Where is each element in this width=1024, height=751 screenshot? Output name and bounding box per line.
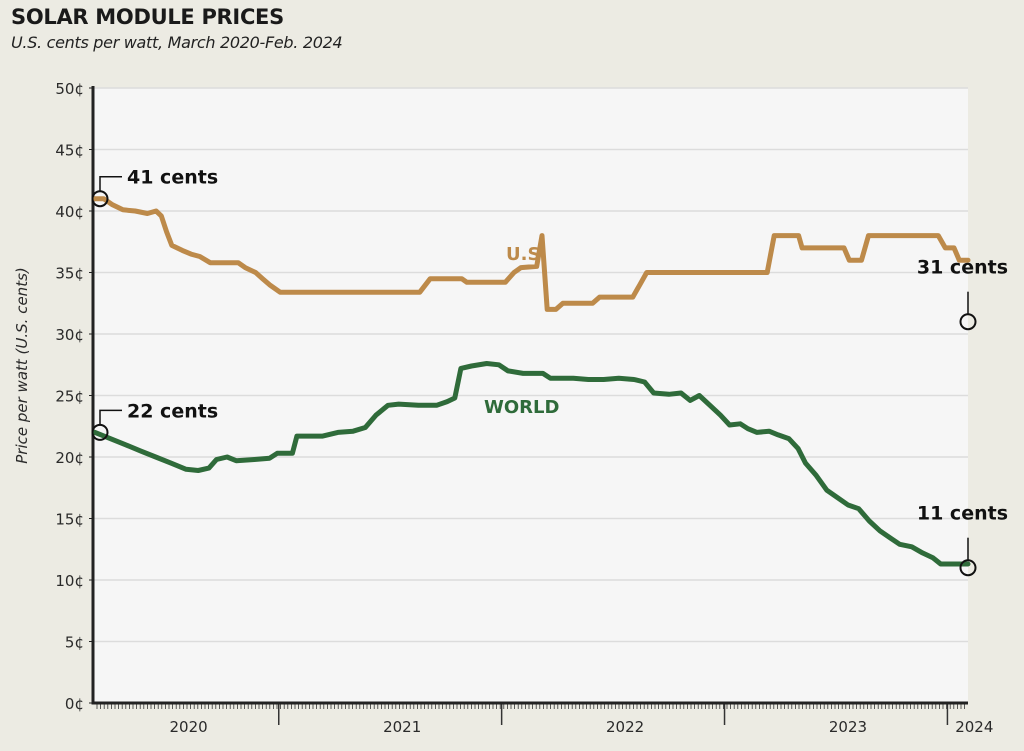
annotation-marker (959, 559, 977, 577)
series-line-us (92, 196, 971, 312)
chart-title: SOLAR MODULE PRICES (11, 5, 284, 29)
x-tick-label: 2021 (383, 718, 421, 736)
x-tick-label: 2024 (955, 718, 993, 736)
x-tick-label: 2022 (606, 718, 644, 736)
series-label-world: WORLD (484, 397, 559, 418)
annotations: 41 cents 31 cents 22 cents 11 cents (91, 167, 1008, 577)
y-axis-ticks: 0¢ 5¢ 10¢ 15¢ 20¢ 25¢ 30¢ 35¢ 40¢ 45¢ 50¢ (55, 80, 93, 713)
chart-subtitle: U.S. cents per watt, March 2020-Feb. 202… (11, 33, 343, 52)
gridlines (93, 87, 968, 643)
series-line-world (92, 361, 971, 567)
annotation-leader (99, 175, 122, 191)
series-label-us: U.S. (506, 244, 547, 265)
annotation-marker (91, 423, 109, 441)
y-tick-label: 10¢ (55, 572, 84, 590)
annotation-marker (959, 313, 977, 331)
y-tick-label: 30¢ (55, 326, 84, 344)
annotation-marker (91, 190, 109, 208)
x-axis-ticks: 2020 2021 2022 2023 2024 (96, 703, 993, 736)
annotation-leader (99, 409, 122, 425)
y-tick-label: 20¢ (55, 449, 84, 467)
y-tick-label: 5¢ (65, 634, 84, 652)
y-tick-label: 50¢ (55, 80, 84, 98)
y-tick-label: 15¢ (55, 511, 84, 529)
y-tick-label: 0¢ (65, 695, 84, 713)
y-tick-label: 45¢ (55, 142, 84, 160)
y-tick-label: 25¢ (55, 388, 84, 406)
y-tick-label: 35¢ (55, 265, 84, 283)
annotation-label: 22 cents (127, 400, 218, 422)
series-group (92, 196, 971, 567)
x-tick-label: 2020 (169, 718, 207, 736)
annotation-label: 31 cents (917, 257, 1008, 279)
annotation-label: 11 cents (917, 503, 1008, 525)
x-tick-label: 2023 (829, 718, 867, 736)
y-tick-label: 40¢ (55, 203, 84, 221)
annotation-label: 41 cents (127, 167, 218, 189)
y-axis-title: Price per watt (U.S. cents) (13, 267, 31, 464)
